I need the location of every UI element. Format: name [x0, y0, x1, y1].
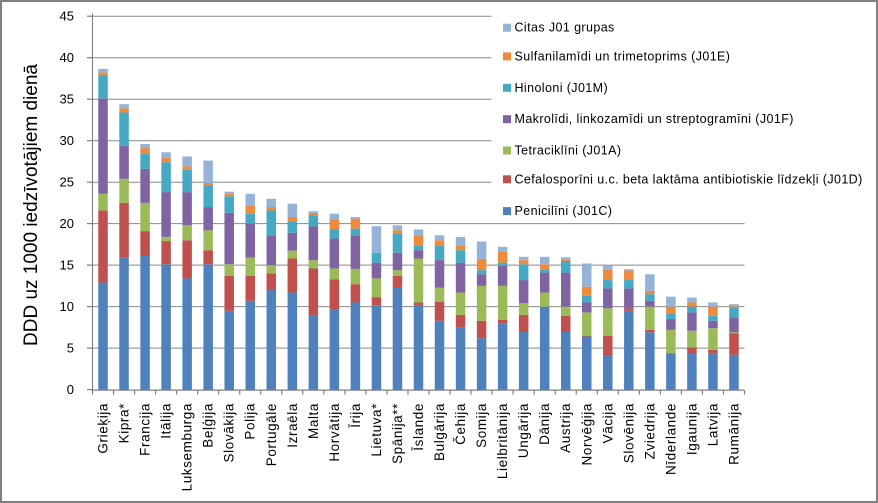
- svg-text:Polija: Polija: [243, 403, 258, 440]
- svg-text:5: 5: [67, 341, 74, 356]
- svg-text:Īslande: Īslande: [411, 403, 426, 451]
- svg-text:Makrolīdi, linkozamīdi un stre: Makrolīdi, linkozamīdi un streptogramīni…: [515, 112, 794, 126]
- svg-text:Slovākija: Slovākija: [222, 403, 237, 462]
- svg-text:10: 10: [60, 299, 74, 314]
- svg-text:Luksemburga: Luksemburga: [180, 403, 195, 491]
- svg-text:Dānija: Dānija: [537, 403, 552, 445]
- svg-text:15: 15: [60, 258, 74, 273]
- svg-text:25: 25: [60, 175, 74, 190]
- svg-text:Horvātija: Horvātija: [327, 403, 342, 462]
- svg-text:Bulgārija: Bulgārija: [432, 403, 447, 461]
- svg-text:Beļģija: Beļģija: [201, 403, 216, 448]
- svg-text:Penicilīni (J01C): Penicilīni (J01C): [515, 204, 613, 218]
- svg-text:Īrija: Īrija: [348, 403, 363, 428]
- svg-text:Nīderlande: Nīderlande: [663, 403, 678, 475]
- svg-text:Hinoloni (J01M): Hinoloni (J01M): [515, 81, 609, 95]
- svg-text:Igaunija: Igaunija: [684, 403, 699, 455]
- svg-text:Ungārija: Ungārija: [516, 403, 531, 458]
- svg-text:Slovēnija: Slovēnija: [621, 403, 636, 463]
- svg-text:Itālija: Itālija: [159, 403, 174, 439]
- svg-text:DDD uz 1000 iedzīvotājiem dien: DDD uz 1000 iedzīvotājiem dienā: [21, 64, 42, 346]
- svg-text:Latvija: Latvija: [705, 403, 720, 446]
- svg-text:Zviedrija: Zviedrija: [642, 403, 657, 459]
- svg-text:Lielbritānija: Lielbritānija: [495, 403, 510, 479]
- svg-text:45: 45: [60, 9, 74, 24]
- svg-text:Grieķija: Grieķija: [96, 403, 111, 454]
- svg-text:Rumānija: Rumānija: [726, 403, 741, 465]
- svg-text:Norvēģija: Norvēģija: [579, 403, 594, 465]
- svg-text:Portugāle: Portugāle: [264, 403, 279, 466]
- svg-text:30: 30: [60, 133, 74, 148]
- svg-text:Izraēla: Izraēla: [285, 403, 300, 448]
- svg-text:Čehija: Čehija: [453, 403, 468, 445]
- svg-text:Vācija: Vācija: [600, 403, 615, 443]
- svg-text:Malta: Malta: [306, 403, 321, 439]
- svg-text:Kipra*: Kipra*: [117, 403, 132, 444]
- svg-text:Citas J01 grupas: Citas J01 grupas: [515, 21, 615, 35]
- svg-text:Lietuva*: Lietuva*: [369, 403, 384, 457]
- svg-text:0: 0: [67, 382, 74, 397]
- svg-text:Austrija: Austrija: [558, 403, 573, 453]
- svg-text:Cefalosporīni u.c. beta laktām: Cefalosporīni u.c. beta laktāma antibiot…: [515, 172, 863, 186]
- svg-text:Tetraciklīni (J01A): Tetraciklīni (J01A): [515, 144, 622, 158]
- svg-text:Somija: Somija: [474, 403, 489, 448]
- svg-text:35: 35: [60, 92, 74, 107]
- svg-text:Spānija**: Spānija**: [390, 403, 405, 464]
- svg-text:40: 40: [60, 50, 74, 65]
- svg-text:20: 20: [60, 216, 74, 231]
- svg-text:Francija: Francija: [138, 403, 153, 456]
- svg-text:Sulfanilamīdi un trimetoprims: Sulfanilamīdi un trimetoprims (J01E): [515, 49, 731, 63]
